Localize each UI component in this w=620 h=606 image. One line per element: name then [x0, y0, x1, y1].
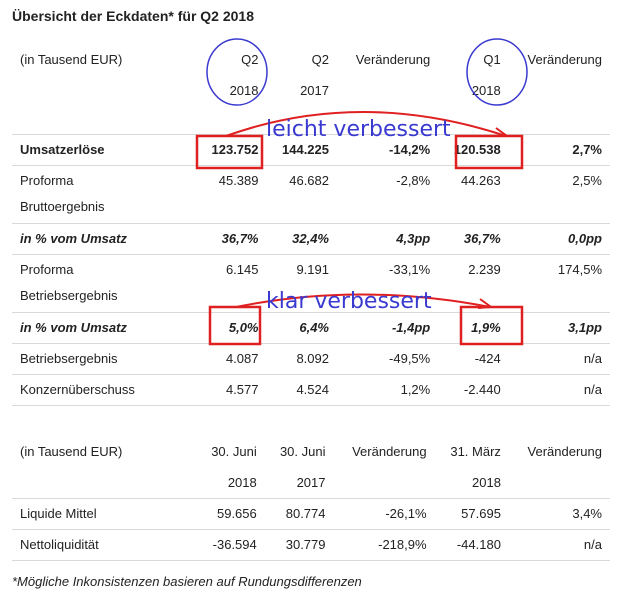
cell: -36.594 [196, 529, 265, 561]
cell: 5,0% [196, 312, 267, 344]
row-label: Proforma Betriebsergebnis [12, 254, 196, 313]
cell: 4.577 [196, 374, 267, 406]
col-date-2017: 30. Juni [279, 444, 326, 459]
cell: -1,4pp [337, 312, 439, 344]
year-q1-2018: 2018 [471, 83, 501, 98]
col-change: Veränderung [355, 52, 431, 67]
table-row: Proforma Betriebsergebnis 6.145 9.191 -33… [12, 254, 610, 313]
cell: 123.752 [196, 134, 267, 166]
cell: 0,0pp [508, 223, 610, 255]
col-change: Veränderung [352, 444, 427, 459]
cell: 45.389 [196, 165, 267, 224]
year-q2-2018: 2018 [229, 83, 259, 98]
kpi-table-q2: (in Tausend EUR) Q2 Q2 Veränderung Q1 Ve… [12, 44, 610, 406]
page-title: Übersicht der Eckdaten* für Q2 2018 [12, 8, 254, 24]
table-header-year-row: 2018 2017 2018 [12, 75, 610, 106]
cell: -2,8% [337, 165, 439, 224]
cell: 57.695 [434, 498, 509, 530]
cell: 46.682 [266, 165, 337, 224]
cell: -44.180 [434, 529, 509, 561]
table-header-row: (in Tausend EUR) 30. Juni 30. Juni Verän… [12, 436, 610, 467]
row-label: Nettoliquidität [12, 529, 196, 561]
footnote: *Mögliche Inkonsistenzen basieren auf Ru… [12, 574, 362, 589]
cell: 80.774 [264, 498, 334, 530]
cell: 59.656 [196, 498, 265, 530]
cell: 8.092 [266, 343, 337, 375]
col-change-q1: Veränderung [527, 52, 602, 67]
cell: -14,2% [337, 134, 439, 166]
row-label: Liquide Mittel [12, 498, 196, 530]
cell: 4.087 [196, 343, 267, 375]
cell: 1,2% [337, 374, 439, 406]
table-row: Konzernüberschuss 4.577 4.524 1,2% -2.44… [12, 374, 610, 406]
unit-label: (in Tausend EUR) [20, 444, 123, 459]
cell: 2,5% [508, 165, 610, 224]
cell: -2.440 [438, 374, 509, 406]
cell: 4.524 [266, 374, 337, 406]
table-row: Umsatzerlöse 123.752 144.225 -14,2% 120.… [12, 134, 610, 166]
cell: 30.779 [264, 529, 334, 561]
row-label: in % vom Umsatz [12, 312, 196, 344]
cell: 6.145 [196, 254, 267, 313]
spacer-row [12, 106, 610, 135]
liquidity-table: (in Tausend EUR) 30. Juni 30. Juni Verän… [12, 436, 610, 561]
col-q2-2018: Q2 [241, 52, 259, 67]
cell: 44.263 [438, 165, 509, 224]
cell: -218,9% [333, 529, 435, 561]
col-q1-2018: Q1 [483, 52, 501, 67]
col-change-march: Veränderung [527, 444, 602, 459]
year-2018: 2018 [196, 467, 265, 499]
cell: 9.191 [266, 254, 337, 313]
cell: 6,4% [266, 312, 337, 344]
cell: n/a [508, 343, 610, 375]
cell: 4,3pp [337, 223, 439, 255]
cell: 2,7% [508, 134, 610, 166]
row-label: in % vom Umsatz [12, 223, 196, 255]
cell: 36,7% [196, 223, 267, 255]
row-label: Proforma Bruttoergebnis [12, 165, 196, 224]
cell: 3,4% [508, 498, 610, 530]
table-row: Nettoliquidität -36.594 30.779 -218,9% -… [12, 529, 610, 561]
year-2017: 2017 [264, 467, 334, 499]
cell: -33,1% [337, 254, 439, 313]
cell: n/a [508, 529, 610, 561]
cell: 2.239 [438, 254, 509, 313]
col-q2-2017: Q2 [311, 52, 329, 67]
cell: -424 [438, 343, 509, 375]
cell: 1,9% [438, 312, 509, 344]
table-row: Liquide Mittel 59.656 80.774 -26,1% 57.6… [12, 498, 610, 530]
cell: 32,4% [266, 223, 337, 255]
cell: 144.225 [266, 134, 337, 166]
table-header-row: (in Tausend EUR) Q2 Q2 Veränderung Q1 Ve… [12, 44, 610, 75]
table-header-year-row: 2018 2017 2018 [12, 467, 610, 499]
year-2018-march: 2018 [434, 467, 509, 499]
cell: -49,5% [337, 343, 439, 375]
row-label: Umsatzerlöse [12, 134, 196, 166]
cell: 174,5% [508, 254, 610, 313]
unit-label: (in Tausend EUR) [20, 52, 123, 67]
year-q2-2017: 2017 [300, 83, 329, 98]
cell: 36,7% [438, 223, 509, 255]
row-label: Konzernüberschuss [12, 374, 196, 406]
col-march-2018: 31. März [450, 444, 501, 459]
row-label: Betriebsergebnis [12, 343, 196, 375]
table-row: Betriebsergebnis 4.087 8.092 -49,5% -424… [12, 343, 610, 375]
table-row: in % vom Umsatz 5,0% 6,4% -1,4pp 1,9% 3,… [12, 312, 610, 344]
cell: 120.538 [438, 134, 509, 166]
col-date-2018: 30. Juni [211, 444, 257, 459]
cell: n/a [508, 374, 610, 406]
cell: -26,1% [333, 498, 435, 530]
cell: 3,1pp [508, 312, 610, 344]
table-row: Proforma Bruttoergebnis 45.389 46.682 -2,… [12, 165, 610, 224]
table-row: in % vom Umsatz 36,7% 32,4% 4,3pp 36,7% … [12, 223, 610, 255]
